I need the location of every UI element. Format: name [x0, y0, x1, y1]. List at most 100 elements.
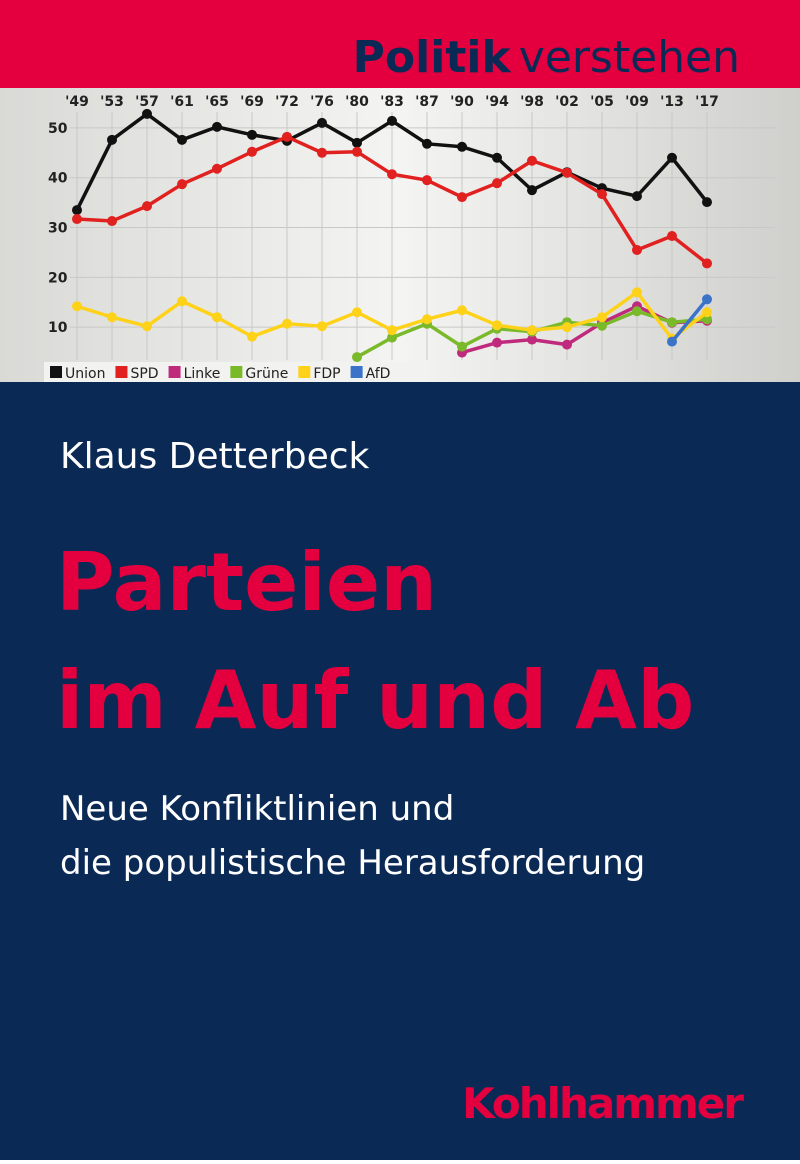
y-tick-label: 50	[48, 121, 68, 137]
x-tick-label: '57	[135, 94, 159, 110]
data-point	[177, 134, 187, 145]
data-point	[562, 167, 572, 178]
data-point	[247, 331, 257, 342]
data-point	[387, 169, 397, 180]
y-tick-label: 30	[48, 221, 68, 237]
data-point	[457, 341, 467, 352]
legend-swatch	[168, 366, 181, 378]
x-tick-label: '65	[205, 94, 229, 110]
cover-body	[0, 382, 800, 1160]
data-point	[632, 191, 642, 202]
legend-label: Grüne	[245, 366, 288, 382]
data-point	[527, 185, 537, 196]
x-tick-label: '98	[520, 94, 544, 110]
data-point	[667, 317, 677, 328]
data-point	[702, 197, 712, 208]
data-point	[492, 337, 502, 348]
series-bold: Politik	[353, 32, 513, 83]
x-tick-label: '87	[415, 94, 439, 110]
title-line: im Auf und Ab	[56, 654, 694, 747]
data-point	[457, 141, 467, 152]
data-point	[352, 352, 362, 363]
data-point	[597, 312, 607, 323]
subtitle-line: Neue Konfliktlinien und	[60, 789, 454, 829]
data-point	[387, 332, 397, 343]
data-point	[72, 214, 82, 225]
x-tick-label: '02	[555, 94, 579, 110]
legend-swatch	[298, 366, 311, 378]
data-point	[597, 189, 607, 200]
data-point	[317, 117, 327, 128]
x-tick-label: '13	[660, 94, 684, 110]
data-point	[527, 334, 537, 345]
legend-swatch	[115, 366, 128, 378]
data-point	[107, 134, 117, 145]
x-tick-label: '17	[695, 94, 719, 110]
data-point	[422, 175, 432, 186]
data-point	[702, 307, 712, 318]
x-tick-label: '80	[345, 94, 369, 110]
subtitle-line: die populistische Herausforderung	[60, 843, 645, 883]
x-tick-label: '61	[170, 94, 194, 110]
x-tick-label: '09	[625, 94, 649, 110]
y-tick-label: 40	[48, 171, 68, 187]
data-point	[387, 325, 397, 336]
data-point	[177, 179, 187, 190]
series-title: Politik verstehen	[353, 32, 740, 83]
data-point	[352, 137, 362, 148]
x-tick-label: '49	[65, 94, 89, 110]
data-point	[107, 312, 117, 323]
data-point	[247, 129, 257, 140]
data-point	[177, 296, 187, 307]
legend-label: FDP	[313, 366, 340, 382]
data-point	[212, 163, 222, 174]
legend-label: AfD	[366, 366, 391, 382]
chart: '49 '53 '57 '61 '65 '69 '72 '76 '80 '83 '87 '90 '94 '…	[44, 94, 775, 382]
publisher: Kohlhammer	[462, 1079, 744, 1128]
data-point	[422, 138, 432, 149]
series-rest: verstehen	[519, 32, 740, 83]
series-line	[670, 298, 709, 343]
x-tick-label: '53	[100, 94, 124, 110]
legend-swatch	[350, 366, 363, 378]
data-point	[702, 294, 712, 305]
data-point	[562, 322, 572, 333]
data-point	[457, 305, 467, 316]
y-tick-label: 20	[48, 270, 68, 286]
data-point	[72, 205, 82, 216]
legend-swatch	[230, 366, 243, 378]
author: Klaus Detterbeck	[60, 436, 370, 477]
data-point	[212, 121, 222, 132]
x-tick-label: '83	[380, 94, 404, 110]
header-band	[0, 0, 800, 88]
legend-label: SPD	[130, 366, 158, 382]
data-point	[317, 147, 327, 158]
data-point	[702, 314, 712, 325]
data-point	[352, 146, 362, 157]
legend-label: Linke	[184, 366, 221, 382]
data-point	[72, 301, 82, 312]
data-point	[632, 306, 642, 317]
data-point	[317, 321, 327, 332]
data-point	[352, 307, 362, 318]
data-point	[457, 192, 467, 203]
x-tick-label: '69	[240, 94, 264, 110]
data-point	[282, 318, 292, 329]
legend-swatch	[50, 366, 62, 378]
data-point	[282, 131, 292, 142]
data-point	[667, 230, 677, 241]
x-tick-label: '05	[590, 94, 614, 110]
data-point	[107, 216, 117, 227]
data-point	[492, 152, 502, 163]
data-point	[632, 287, 642, 298]
x-tick-label: '72	[275, 94, 299, 110]
data-point	[667, 152, 677, 163]
data-point	[527, 155, 537, 166]
title-line: Parteien	[56, 536, 437, 629]
data-point	[247, 146, 257, 157]
data-point	[632, 244, 642, 255]
data-point	[142, 201, 152, 212]
data-point	[527, 325, 537, 336]
x-tick-label: '76	[310, 94, 334, 110]
